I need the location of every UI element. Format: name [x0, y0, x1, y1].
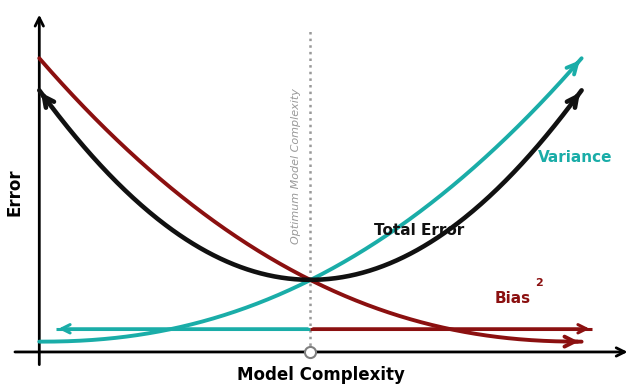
- Text: Optimum Model Complexity: Optimum Model Complexity: [291, 89, 301, 244]
- Text: Bias: Bias: [495, 291, 531, 306]
- Text: Error: Error: [6, 168, 24, 216]
- Text: 2: 2: [536, 278, 543, 288]
- Text: Total Error: Total Error: [374, 223, 464, 238]
- Text: Model Complexity: Model Complexity: [237, 366, 405, 384]
- Text: Variance: Variance: [538, 150, 612, 165]
